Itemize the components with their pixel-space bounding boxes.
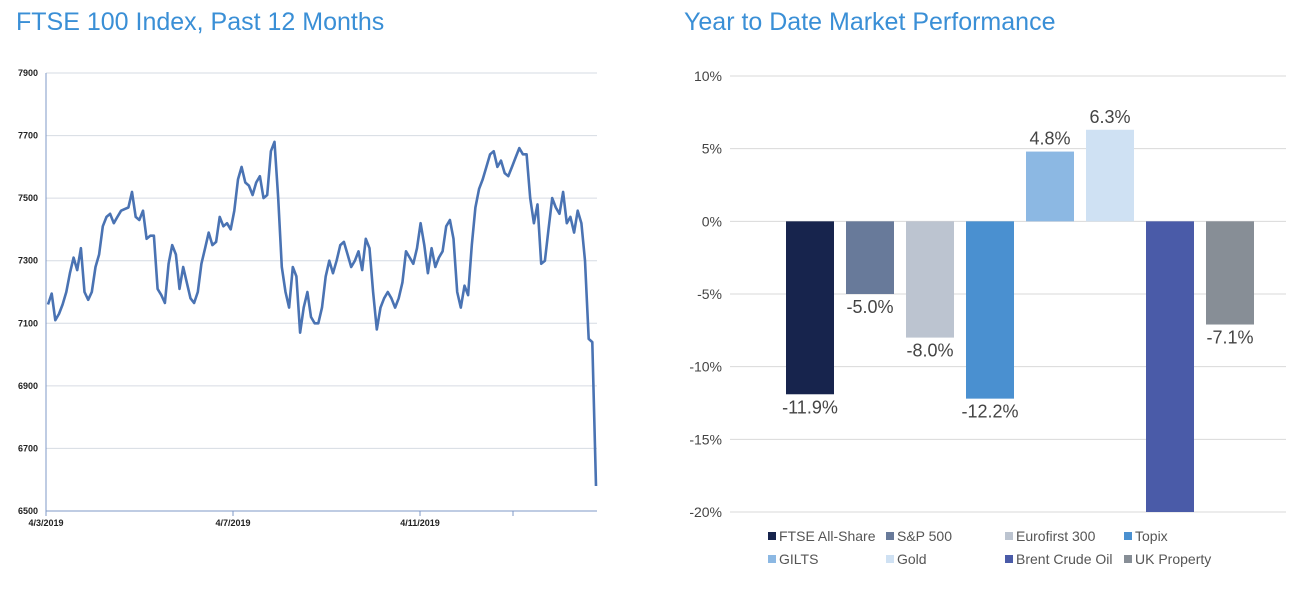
bar-data-label: -7.1% [1206, 328, 1253, 348]
y-tick-label: 6900 [18, 381, 38, 391]
legend-swatch [768, 555, 776, 563]
y-tick-label: 7500 [18, 193, 38, 203]
bar [1206, 221, 1254, 325]
x-tick-label: 4/3/2019 [28, 518, 63, 528]
bar-data-label: 4.8% [1029, 129, 1070, 149]
x-tick-label: 4/11/2019 [400, 518, 440, 528]
legend-entry-label: Eurofirst 300 [1016, 528, 1096, 544]
bar [786, 221, 834, 395]
legend-swatch [1005, 555, 1013, 563]
legend-swatch [1124, 532, 1132, 540]
legend-entry-label: GILTS [779, 551, 818, 567]
legend-entry-label: UK Property [1135, 551, 1211, 567]
bar-data-label: -8.0% [906, 341, 953, 361]
bar-data-label: -5.0% [846, 297, 893, 317]
y-tick-label: 6500 [18, 506, 38, 516]
ftse-line-chart-plot: 7900 7700 7500 7300 7100 6900 6700 6500 4/3/2019… [18, 68, 598, 528]
y-tick-label: 10% [694, 68, 722, 84]
y-tick-label: -15% [689, 431, 722, 447]
bar [846, 221, 894, 294]
bar [966, 221, 1014, 399]
ytd-performance-chart: Year to Date Market Performance 10% 5% 0% -… [660, 0, 1312, 595]
legend-entry-label: FTSE All-Share [779, 528, 876, 544]
y-tick-label: -10% [689, 359, 722, 375]
ftse-series-line [46, 140, 598, 487]
y-tick-label: 7100 [18, 318, 38, 328]
y-tick-label: 7900 [18, 68, 38, 78]
bar [1026, 151, 1074, 222]
legend-entry-label: S&P 500 [897, 528, 952, 544]
right-chart-title: Year to Date Market Performance [684, 8, 1056, 36]
y-tick-label: -5% [697, 286, 722, 302]
legend-entry-label: Topix [1135, 528, 1168, 544]
bar-data-label: 6.3% [1089, 107, 1130, 127]
ftse-100-chart: FTSE 100 Index, Past 12 Months 7900 7700 7… [0, 0, 640, 595]
bar-data-label: -11.9% [782, 397, 838, 417]
legend-entry-label: Gold [897, 551, 927, 567]
y-tick-label: 5% [702, 141, 722, 157]
y-tick-label: 6700 [18, 443, 38, 453]
legend-swatch [768, 532, 776, 540]
y-tick-label: 7700 [18, 131, 38, 141]
legend-swatch [886, 532, 894, 540]
legend-swatch [1124, 555, 1132, 563]
ytd-bar-chart-plot: 10% 5% 0% -5% -10% -15% -20% -11.9% -5.0% -8.0% -1… [689, 68, 1286, 567]
legend-swatch [1005, 532, 1013, 540]
left-chart-title: FTSE 100 Index, Past 12 Months [16, 8, 385, 36]
legend-entry-label: Brent Crude Oil [1016, 551, 1112, 567]
bar-data-label: -12.2% [961, 402, 1018, 422]
bar [1086, 129, 1134, 222]
legend-swatch [886, 555, 894, 563]
x-tick-label: 4/7/2019 [215, 518, 250, 528]
y-tick-label: 0% [702, 213, 722, 229]
y-tick-label: -20% [689, 504, 722, 520]
y-tick-label: 7300 [18, 256, 38, 266]
bar [906, 221, 954, 338]
bar [1146, 221, 1194, 513]
